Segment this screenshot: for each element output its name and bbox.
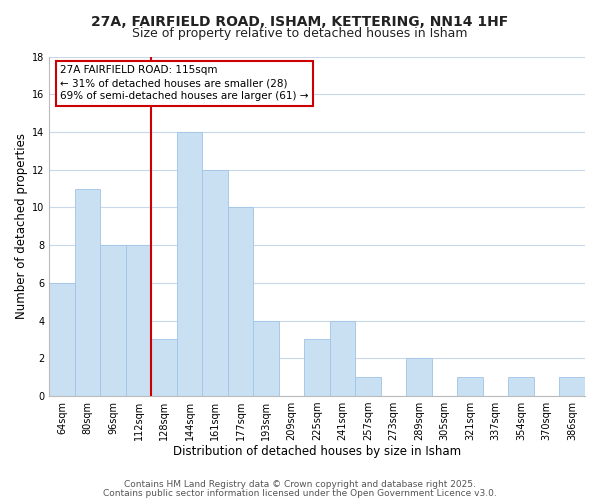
Text: 27A FAIRFIELD ROAD: 115sqm
← 31% of detached houses are smaller (28)
69% of semi: 27A FAIRFIELD ROAD: 115sqm ← 31% of deta…	[60, 65, 308, 102]
Bar	[75, 188, 100, 396]
Bar	[100, 245, 126, 396]
Bar	[406, 358, 432, 396]
X-axis label: Distribution of detached houses by size in Isham: Distribution of detached houses by size …	[173, 444, 461, 458]
Bar	[355, 377, 381, 396]
Bar	[330, 320, 355, 396]
Bar	[151, 340, 177, 396]
Bar	[304, 340, 330, 396]
Y-axis label: Number of detached properties: Number of detached properties	[15, 133, 28, 319]
Bar	[457, 377, 483, 396]
Text: Size of property relative to detached houses in Isham: Size of property relative to detached ho…	[132, 28, 468, 40]
Bar	[202, 170, 228, 396]
Text: 27A, FAIRFIELD ROAD, ISHAM, KETTERING, NN14 1HF: 27A, FAIRFIELD ROAD, ISHAM, KETTERING, N…	[91, 15, 509, 29]
Bar	[559, 377, 585, 396]
Bar	[49, 283, 75, 396]
Bar	[126, 245, 151, 396]
Text: Contains HM Land Registry data © Crown copyright and database right 2025.: Contains HM Land Registry data © Crown c…	[124, 480, 476, 489]
Text: Contains public sector information licensed under the Open Government Licence v3: Contains public sector information licen…	[103, 488, 497, 498]
Bar	[177, 132, 202, 396]
Bar	[253, 320, 279, 396]
Bar	[228, 208, 253, 396]
Bar	[508, 377, 534, 396]
